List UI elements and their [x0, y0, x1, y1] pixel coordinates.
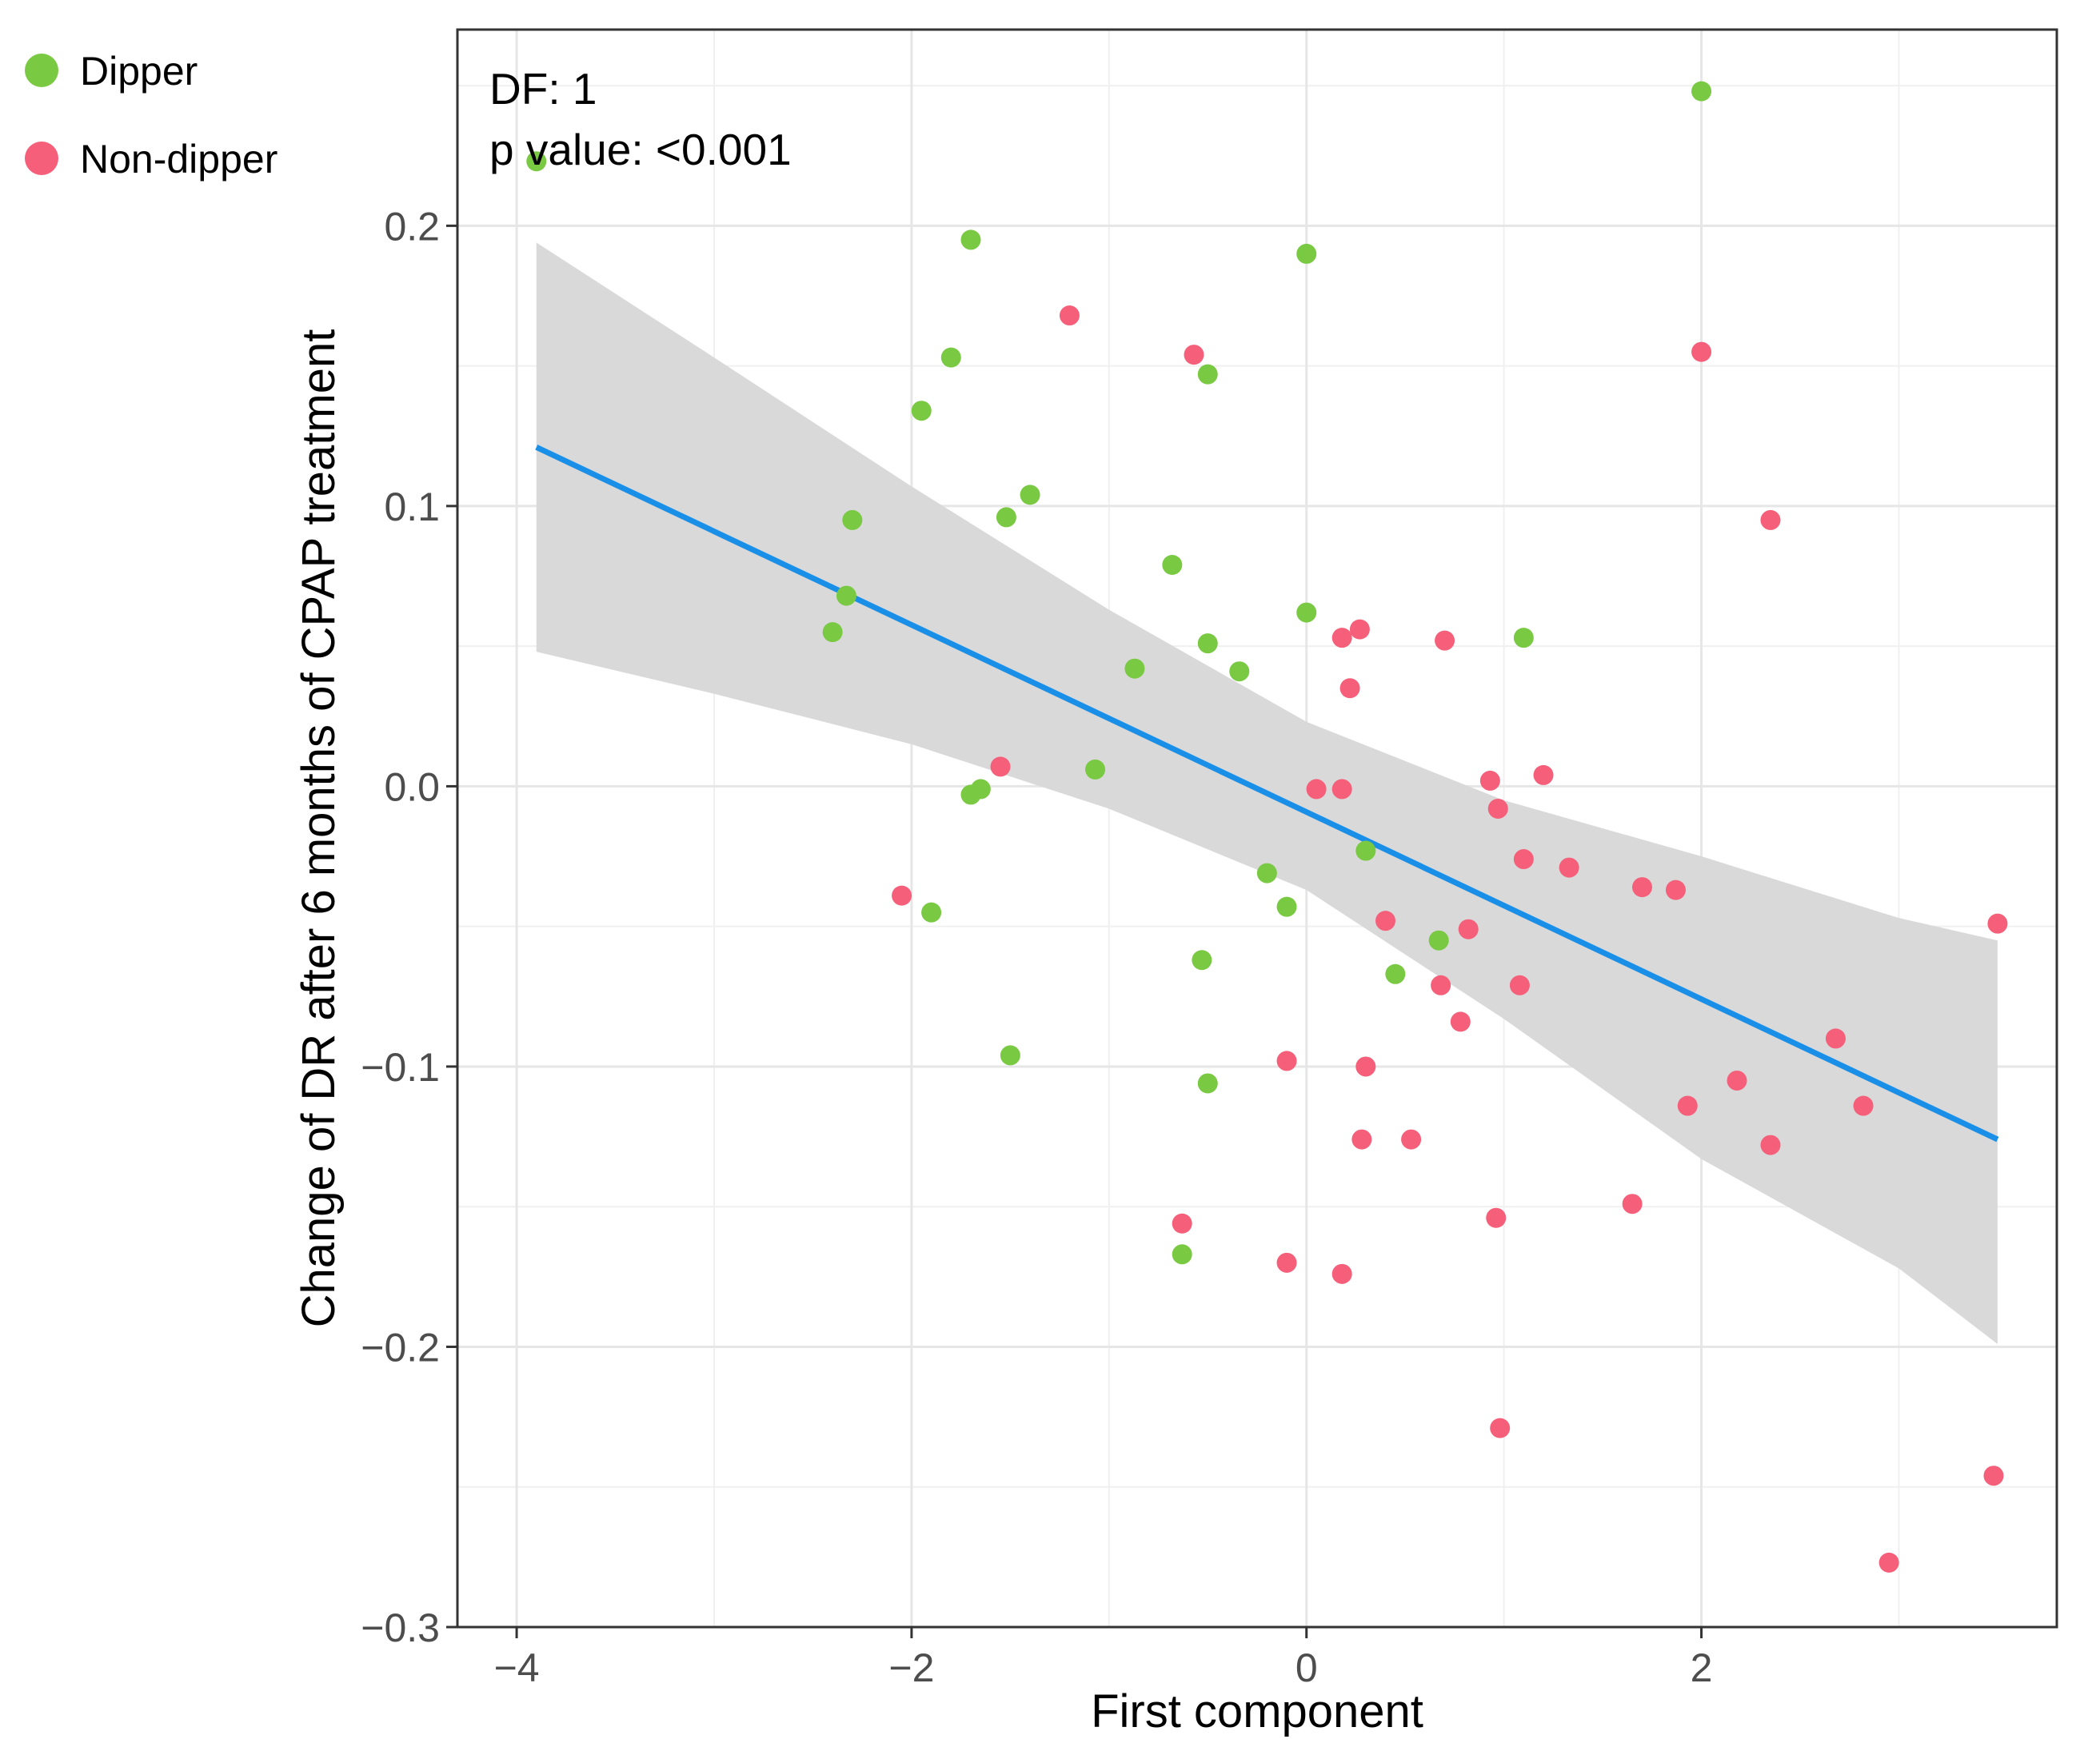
point-dipper [1513, 628, 1534, 648]
point-dipper [1192, 950, 1212, 971]
point-non-dipper [1631, 877, 1652, 898]
point-non-dipper [1276, 1252, 1297, 1273]
x-tick-label: 2 [1691, 1645, 1713, 1690]
point-dipper [1085, 759, 1106, 780]
point-non-dipper [1059, 305, 1080, 326]
point-non-dipper [1276, 1051, 1297, 1071]
point-non-dipper [1760, 509, 1781, 530]
point-dipper [1296, 243, 1317, 264]
point-non-dipper [1375, 911, 1395, 931]
point-dipper [1197, 1073, 1218, 1094]
y-axis-title: Change of DR after 6 months of CPAP trea… [293, 329, 345, 1328]
point-dipper [911, 401, 932, 421]
point-dipper [1020, 485, 1040, 505]
point-non-dipper [1458, 919, 1479, 939]
point-dipper [1197, 364, 1218, 385]
fit-line-layer [535, 445, 1999, 1143]
legend-dipper-label: Dipper [80, 49, 198, 94]
point-non-dipper [1760, 1135, 1781, 1155]
point-dipper [1229, 661, 1250, 682]
point-non-dipper [1331, 779, 1352, 800]
point-non-dipper [1513, 849, 1534, 870]
point-dipper [526, 151, 547, 172]
y-tick-label: −0.3 [361, 1605, 440, 1650]
panel-border [456, 28, 2058, 1629]
x-tick-label: −2 [888, 1645, 934, 1690]
point-non-dipper [1172, 1213, 1192, 1234]
point-non-dipper [1691, 341, 1712, 362]
point-non-dipper [1349, 619, 1370, 640]
y-tick-label: 0.1 [384, 485, 440, 529]
point-non-dipper [1486, 1207, 1507, 1228]
legend-non-dipper-marker [25, 142, 58, 175]
point-non-dipper [1559, 857, 1579, 878]
point-dipper [996, 507, 1016, 528]
point-dipper [1000, 1045, 1020, 1066]
point-non-dipper [1355, 1056, 1376, 1077]
point-dipper [940, 347, 961, 368]
point-dipper [921, 902, 942, 923]
y-axis-ticks: −0.3 −0.2 −0.1 0.0 0.1 0.2 [361, 204, 457, 1650]
point-non-dipper [1853, 1095, 1874, 1116]
point-dipper [1296, 602, 1317, 623]
point-non-dipper [1331, 1263, 1352, 1284]
point-dipper [842, 509, 863, 530]
point-non-dipper [990, 756, 1011, 777]
point-non-dipper [1825, 1028, 1846, 1049]
point-non-dipper [1331, 628, 1352, 648]
point-non-dipper [1677, 1095, 1698, 1116]
legend: Dipper Non-dipper [25, 49, 277, 181]
x-tick-label: −4 [494, 1645, 540, 1690]
point-non-dipper [1339, 678, 1360, 699]
point-dipper [1691, 81, 1712, 102]
point-dipper [1355, 840, 1376, 861]
point-dipper [1385, 963, 1406, 984]
y-tick-label: 0.0 [384, 764, 440, 809]
x-axis-title: First component [1091, 1685, 1423, 1737]
point-non-dipper [1727, 1070, 1747, 1091]
point-dipper [1428, 930, 1449, 951]
point-dipper [1197, 633, 1218, 654]
point-dipper [1124, 658, 1145, 679]
legend-non-dipper-label: Non-dipper [80, 137, 277, 181]
point-non-dipper [1306, 779, 1327, 800]
point-non-dipper [1487, 798, 1508, 819]
point-dipper [822, 622, 843, 643]
point-dipper [1172, 1244, 1192, 1265]
y-tick-label: 0.2 [384, 204, 440, 249]
annotation-df: DF: 1 [489, 64, 597, 114]
legend-dipper-marker [25, 54, 58, 87]
point-non-dipper [1479, 770, 1500, 791]
point-dipper [1276, 896, 1297, 917]
point-non-dipper [1665, 880, 1686, 900]
fit-line [535, 445, 1999, 1143]
point-non-dipper [1435, 630, 1455, 651]
x-axis-ticks: −4 −2 0 2 [494, 1627, 1713, 1690]
point-non-dipper [1878, 1552, 1899, 1573]
point-non-dipper [1351, 1129, 1372, 1150]
point-dipper [960, 229, 981, 250]
point-non-dipper [1533, 764, 1554, 785]
point-dipper [960, 784, 981, 805]
y-tick-label: −0.1 [361, 1045, 440, 1090]
point-non-dipper [1622, 1194, 1643, 1215]
point-non-dipper [1431, 975, 1451, 995]
point-dipper [1256, 863, 1277, 883]
annotation-p-value: p value: <0.001 [489, 125, 792, 174]
point-non-dipper [1987, 913, 2008, 934]
point-non-dipper [892, 885, 912, 906]
y-tick-label: −0.2 [361, 1325, 440, 1370]
x-tick-label: 0 [1296, 1645, 1318, 1690]
point-non-dipper [1184, 345, 1204, 365]
point-non-dipper [1983, 1466, 2004, 1486]
point-non-dipper [1490, 1418, 1511, 1438]
point-non-dipper [1509, 975, 1530, 995]
point-dipper [1162, 555, 1183, 576]
point-non-dipper [1401, 1129, 1422, 1150]
points-layer [526, 81, 2008, 1573]
point-non-dipper [1450, 1011, 1471, 1032]
point-dipper [836, 585, 856, 606]
